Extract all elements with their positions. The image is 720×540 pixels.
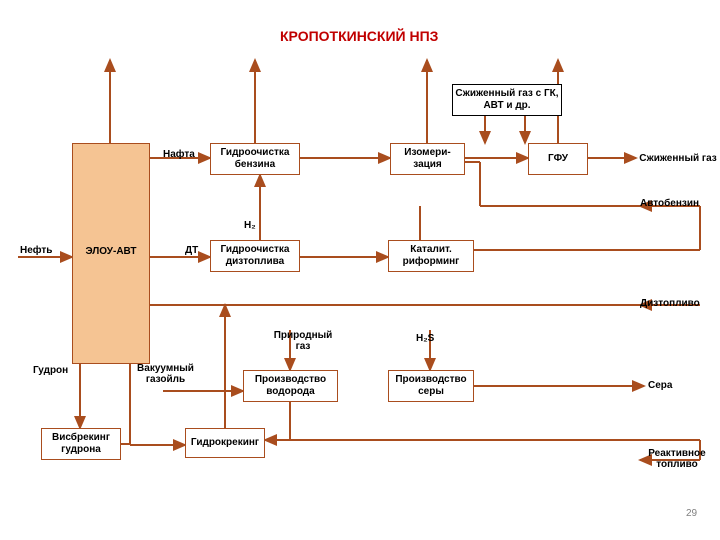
- label-reaktivnoe: Реактивное топливо: [638, 448, 716, 470]
- box-katalit: Каталит. риформинг: [388, 240, 474, 272]
- box-izomerizaciya: Изомери-зация: [390, 143, 465, 175]
- box-gidrokreking: Гидрокрекинг: [185, 428, 265, 458]
- label-vakuum: Вакуумный газойль: [128, 363, 203, 385]
- label-sera: Сера: [648, 380, 672, 391]
- label-neft: Нефть: [20, 245, 52, 256]
- label-dt: ДТ: [185, 245, 198, 256]
- box-gidroochistka_benzina: Гидроочистка бензина: [210, 143, 300, 175]
- label-gudron: Гудрон: [33, 365, 68, 376]
- label-avtobenzin: Автобензин: [640, 198, 699, 209]
- label-h2: H₂: [244, 220, 256, 231]
- box-proizvodstvo_sery: Производство серы: [388, 370, 474, 402]
- box-gaz_header: Сжиженный газ с ГК, АВТ и др.: [452, 84, 562, 116]
- box-gfu: ГФУ: [528, 143, 588, 175]
- box-proizvodstvo_vodoroda: Производство водорода: [243, 370, 338, 402]
- label-diztoplovo: Дизтопливо: [640, 298, 700, 309]
- label-szhizh_gaz: Сжиженный газ: [638, 153, 718, 164]
- page-number: 29: [686, 508, 697, 519]
- label-h2s: H₂S: [416, 333, 434, 344]
- box-gidroochistka_diztopliva: Гидроочистка дизтоплива: [210, 240, 300, 272]
- label-prirodnyj_gaz: Природный газ: [268, 330, 338, 352]
- box-elou: ЭЛОУ-АВТ: [72, 143, 150, 364]
- box-visbreking: Висбрекинг гудрона: [41, 428, 121, 460]
- diagram-title: КРОПОТКИНСКИЙ НПЗ: [280, 28, 438, 44]
- label-nafta: Нафта: [163, 149, 195, 160]
